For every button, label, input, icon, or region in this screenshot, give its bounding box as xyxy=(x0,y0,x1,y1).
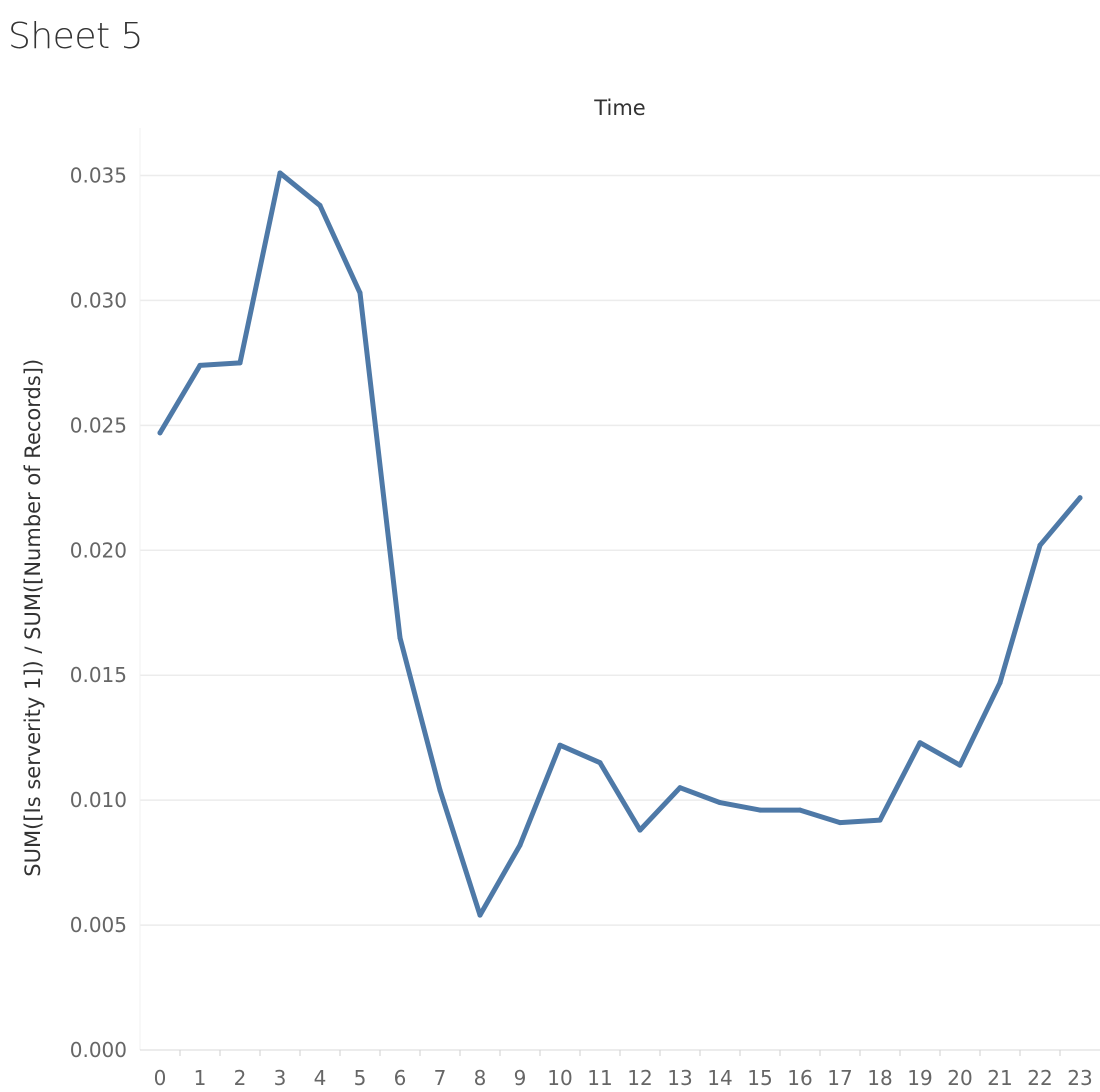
y-tick-label: 0.005 xyxy=(70,913,127,937)
data-point[interactable] xyxy=(357,290,363,296)
x-tick-label: 8 xyxy=(474,1066,487,1090)
data-point[interactable] xyxy=(677,785,683,791)
data-point[interactable] xyxy=(1077,495,1083,501)
x-tick-label: 22 xyxy=(1027,1066,1052,1090)
x-tick-label: 16 xyxy=(787,1066,812,1090)
axes xyxy=(139,128,1100,1056)
sheet-title: Sheet 5 xyxy=(8,16,143,57)
x-tick-label: 18 xyxy=(867,1066,892,1090)
data-point[interactable] xyxy=(957,762,963,768)
y-axis-label: SUM([Is serverity 1]) / SUM([Number of R… xyxy=(21,359,45,877)
x-tick-label: 13 xyxy=(667,1066,692,1090)
data-point[interactable] xyxy=(597,760,603,766)
x-tick-label: 4 xyxy=(314,1066,327,1090)
data-point[interactable] xyxy=(877,817,883,823)
x-tick-label: 10 xyxy=(547,1066,572,1090)
y-tick-label: 0.015 xyxy=(70,663,127,687)
data-point[interactable] xyxy=(197,362,203,368)
y-tick-label: 0.035 xyxy=(70,164,127,188)
data-point[interactable] xyxy=(917,740,923,746)
data-point[interactable] xyxy=(517,842,523,848)
data-point[interactable] xyxy=(797,807,803,813)
y-tick-label: 0.030 xyxy=(70,288,127,312)
data-point[interactable] xyxy=(437,787,443,793)
x-tick-label: 3 xyxy=(274,1066,287,1090)
y-tick-label: 0.020 xyxy=(70,538,127,562)
x-tick-label: 6 xyxy=(394,1066,407,1090)
x-tick-label: 17 xyxy=(827,1066,852,1090)
x-tick-label: 1 xyxy=(194,1066,207,1090)
x-tick-labels: 0 1 2 3 4 5 6 7 8 9 10 11 12 13 14 15 16 17 18 19 20 21 22 23 xyxy=(154,1066,1093,1090)
data-point[interactable] xyxy=(997,680,1003,686)
y-tick-labels: 0.000 0.005 0.010 0.015 0.020 0.025 0.030 0.035 xyxy=(70,164,127,1063)
data-point[interactable] xyxy=(557,742,563,748)
series-polyline xyxy=(157,170,1083,918)
x-tick-label: 23 xyxy=(1067,1066,1092,1090)
column-header: Time xyxy=(593,96,645,120)
x-tick-label: 20 xyxy=(947,1066,972,1090)
x-tick-label: 11 xyxy=(587,1066,612,1090)
x-tick-label: 2 xyxy=(234,1066,247,1090)
data-point[interactable] xyxy=(157,430,163,436)
x-tick-label: 7 xyxy=(434,1066,447,1090)
data-point[interactable] xyxy=(717,800,723,806)
x-tick-label: 5 xyxy=(354,1066,367,1090)
data-point[interactable] xyxy=(477,912,483,918)
data-point[interactable] xyxy=(757,807,763,813)
y-tick-label: 0.000 xyxy=(70,1038,127,1062)
data-point[interactable] xyxy=(1037,542,1043,548)
data-point[interactable] xyxy=(837,820,843,826)
gridlines xyxy=(140,174,1100,926)
data-point[interactable] xyxy=(237,360,243,366)
data-point[interactable] xyxy=(317,203,323,208)
x-tick-label: 19 xyxy=(907,1066,932,1090)
data-point[interactable] xyxy=(277,170,283,176)
y-tick-label: 0.025 xyxy=(70,413,127,437)
x-tick-label: 15 xyxy=(747,1066,772,1090)
x-tick-label: 12 xyxy=(627,1066,652,1090)
x-tick-label: 14 xyxy=(707,1066,732,1090)
x-tick-label: 0 xyxy=(154,1066,167,1090)
series-line xyxy=(157,170,1083,918)
y-tick-label: 0.010 xyxy=(70,788,127,812)
x-tick-label: 21 xyxy=(987,1066,1012,1090)
x-tick-label: 9 xyxy=(514,1066,527,1090)
data-point[interactable] xyxy=(637,827,643,833)
data-point[interactable] xyxy=(397,635,403,641)
